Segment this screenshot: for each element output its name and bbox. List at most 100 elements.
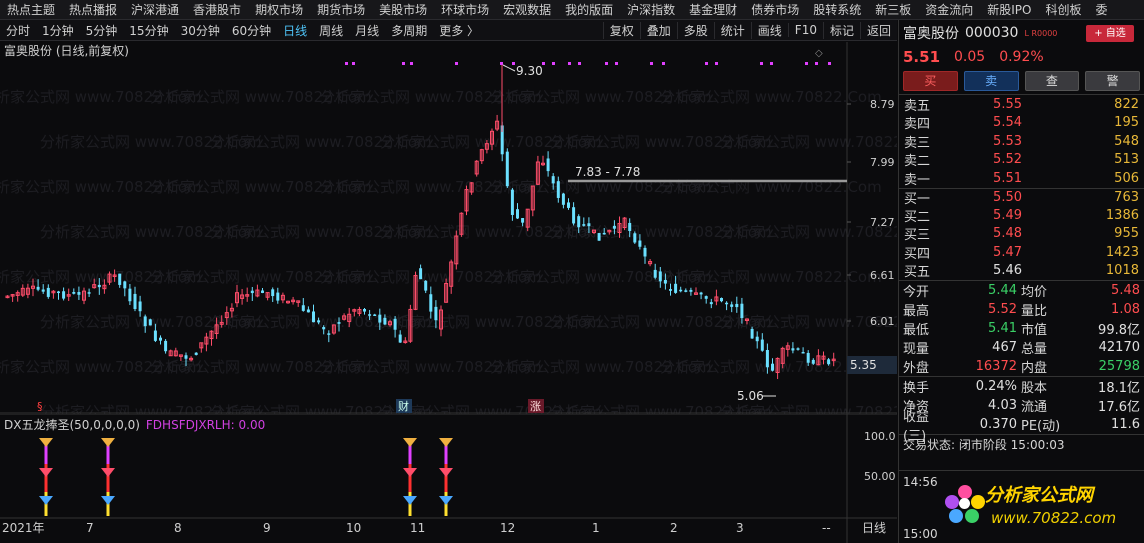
order-book-row: 卖一 5.51 506	[899, 169, 1144, 188]
candle-body	[602, 232, 606, 235]
gem-icon	[403, 438, 417, 447]
signal-dot	[542, 62, 545, 65]
nav-item[interactable]: 新三板	[875, 3, 912, 17]
nav-item[interactable]: 美股市场	[379, 3, 428, 17]
nav-item[interactable]: 期权市场	[255, 3, 304, 17]
period-tab[interactable]: 月线	[355, 23, 380, 38]
period-tab[interactable]: 多周期	[391, 23, 428, 38]
candle-body	[347, 313, 352, 322]
period-tab[interactable]: 日线	[283, 23, 308, 38]
nav-item[interactable]: 香港股市	[193, 3, 242, 17]
range-label: 7.83 - 7.78	[575, 165, 640, 179]
level-price: 5.55	[993, 96, 1022, 112]
level-label: 买一	[904, 191, 931, 207]
candle-body	[479, 149, 484, 162]
stat-value: 5.48	[1111, 283, 1140, 298]
mini-tick: 14:56 15:00 分析家公式网 www.70822.com	[899, 470, 1144, 543]
kline-chart[interactable]: 分析家公式网 www.70822.Com 分析家公式网 www.70822.Com…	[0, 42, 897, 414]
tool-button[interactable]: F10	[787, 23, 823, 37]
candle-body	[41, 289, 45, 292]
level-volume: 195	[1114, 115, 1139, 131]
nav-item[interactable]: 基金理财	[689, 3, 738, 17]
watermark-text: 分析家公式网 www.70822.Com	[0, 178, 202, 196]
tool-button[interactable]: 标记	[822, 21, 860, 39]
tool-button[interactable]: 叠加	[639, 21, 677, 39]
stat-value: 16372	[975, 359, 1017, 374]
level-volume: 548	[1114, 133, 1139, 149]
period-tab[interactable]: 更多 〉	[439, 23, 480, 38]
candle-body	[464, 189, 469, 212]
candle-body	[720, 297, 723, 302]
stat-value: 467	[992, 340, 1017, 355]
nav-item[interactable]: 科创板	[1045, 3, 1082, 17]
query-button[interactable]: 查	[1024, 71, 1080, 91]
high-arrow	[502, 64, 516, 72]
candle-body	[10, 294, 15, 297]
signal-dot	[615, 62, 618, 65]
nav-item[interactable]: 热点主题	[7, 3, 56, 17]
stat-value: 5.52	[988, 302, 1017, 317]
candle-body	[495, 120, 500, 130]
nav-item[interactable]: 债券市场	[751, 3, 800, 17]
candle-body	[500, 125, 504, 155]
candle-body	[730, 304, 734, 307]
candle-body	[572, 207, 576, 224]
tool-button[interactable]: 统计	[713, 21, 751, 39]
nav-item[interactable]: 我的版面	[565, 3, 614, 17]
y-tick-label: 7.27	[870, 216, 895, 229]
sell-button[interactable]: 卖	[963, 71, 1019, 91]
nav-item[interactable]: 沪深港通	[131, 3, 180, 17]
period-tab[interactable]: 周线	[319, 23, 344, 38]
stat-label: 均价	[1021, 285, 1048, 300]
stat-label: 总量	[1021, 342, 1048, 357]
nav-item[interactable]: 宏观数据	[503, 3, 552, 17]
stat-row: 收益(三) 0.370 PE(动) 11.6	[899, 410, 1144, 444]
level-volume: 1423	[1105, 244, 1139, 260]
stat-label: 最高	[903, 304, 930, 319]
order-book-row: 买三 5.48 955	[899, 225, 1144, 244]
level-label: 买三	[904, 228, 931, 244]
event-marker-bg	[528, 399, 544, 413]
tool-button[interactable]: 多股	[676, 21, 714, 39]
nav-item[interactable]: 股转系统	[813, 3, 862, 17]
candle-body	[643, 247, 647, 257]
watermark-text: 分析家公式网 www.70822.Com	[320, 268, 542, 286]
tool-button[interactable]: 画线	[750, 21, 788, 39]
period-tab[interactable]: 1分钟	[42, 23, 74, 38]
period-tab[interactable]: 30分钟	[180, 23, 220, 38]
gem-icon	[439, 496, 453, 505]
nav-item[interactable]: 沪深指数	[627, 3, 676, 17]
signal-dot	[605, 62, 608, 65]
tool-button[interactable]: 返回	[859, 21, 897, 39]
watermark-text: 分析家公式网 www.70822.Com	[320, 88, 542, 106]
signal-dot	[715, 62, 718, 65]
candle-body	[388, 321, 392, 326]
nav-item[interactable]: 环球市场	[441, 3, 490, 17]
x-axis-label: 7	[86, 521, 94, 535]
nav-item[interactable]: 委	[1095, 3, 1108, 17]
tool-button[interactable]: 复权	[602, 21, 640, 39]
candle-body	[57, 291, 60, 293]
candle-body	[689, 289, 693, 292]
candle-body	[806, 352, 810, 363]
y-tick-label: 6.01	[870, 315, 895, 328]
nav-item[interactable]: 热点播报	[69, 3, 118, 17]
candle-body	[112, 274, 117, 277]
alert-button[interactable]: 警	[1085, 71, 1140, 91]
period-tab[interactable]: 5分钟	[85, 23, 118, 38]
nav-item[interactable]: 资金流向	[925, 3, 974, 17]
order-book-row: 卖三 5.53 548	[899, 132, 1144, 151]
buy-button[interactable]: 买	[903, 71, 958, 91]
candle-body	[582, 224, 586, 226]
period-tab[interactable]: 60分钟	[231, 23, 272, 38]
nav-item[interactable]: 新股IPO	[987, 3, 1032, 17]
candle-body	[699, 292, 703, 295]
nav-item[interactable]: 期货市场	[317, 3, 366, 17]
period-tab[interactable]: 分时	[6, 23, 31, 38]
watermark-text: 分析家公式网 www.70822.Com	[720, 223, 897, 241]
candle-body	[811, 359, 815, 364]
add-watchlist-button[interactable]: + 自选	[1086, 25, 1134, 42]
gem-icon	[101, 438, 115, 447]
period-tab[interactable]: 15分钟	[129, 23, 169, 38]
